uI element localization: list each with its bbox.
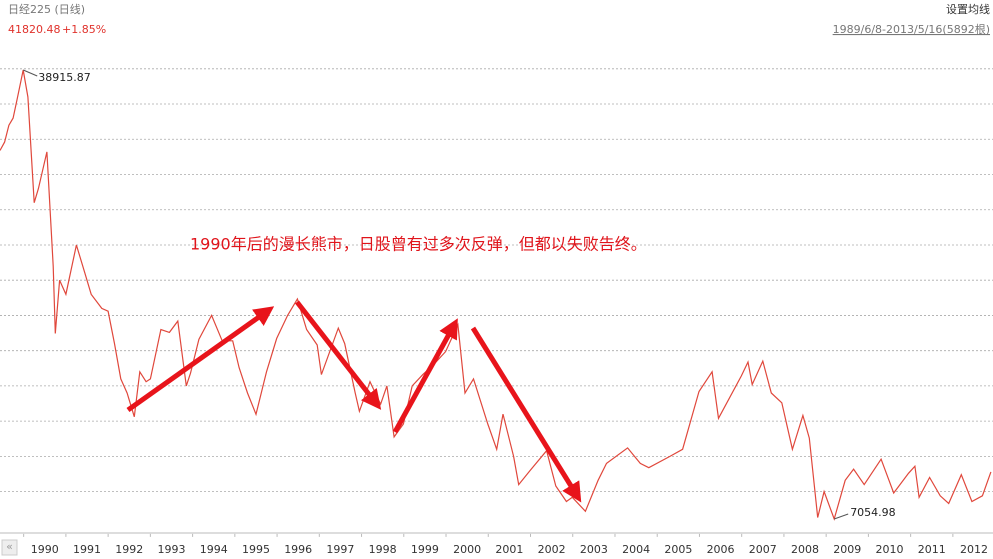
price: 41820.48 (8, 23, 61, 36)
change: +1.85% (62, 23, 106, 36)
arrow (470, 326, 582, 503)
title: 日经225 (日线) (8, 2, 85, 16)
x-tick-label: 2006 (707, 543, 735, 556)
x-tick-label: 2002 (538, 543, 566, 556)
x-tick-label: 1991 (73, 543, 101, 556)
x-tick-label: 2005 (664, 543, 692, 556)
arrow (126, 306, 275, 413)
x-tick-label: 1992 (115, 543, 143, 556)
x-tick-label: 1994 (200, 543, 228, 556)
x-tick-label: 2004 (622, 543, 650, 556)
settings-button[interactable]: 设置均线 (946, 2, 990, 16)
x-tick-label: 2011 (918, 543, 946, 556)
x-tick-label: 1990 (31, 543, 59, 556)
range-label[interactable]: 1989/6/8-2013/5/16(5892根) (833, 22, 990, 36)
x-tick-label: 2001 (495, 543, 523, 556)
x-tick-label: 2009 (833, 543, 861, 556)
x-tick-label: 1993 (157, 543, 185, 556)
x-tick-label: 1998 (369, 543, 397, 556)
max-label: 38915.87 (38, 71, 91, 84)
arrow (392, 318, 458, 434)
x-tick-label: 2003 (580, 543, 608, 556)
annotation: 1990年后的漫长熊市，日股曾有过多次反弹，但都以失败告终。 (190, 235, 647, 254)
pointer (23, 69, 38, 77)
x-tick-label: 2012 (960, 543, 988, 556)
nav-icon[interactable]: « (6, 540, 13, 553)
x-tick-label: 1995 (242, 543, 270, 556)
pointer (834, 513, 849, 520)
nav-button[interactable] (1, 539, 18, 556)
annotation-arrows (126, 300, 582, 503)
x-tick-label: 1999 (411, 543, 439, 556)
arrow (295, 300, 382, 410)
x-tick-label: 2010 (876, 543, 904, 556)
min-label: 7054.98 (850, 506, 896, 519)
x-tick-label: 2007 (749, 543, 777, 556)
x-tick-label: 2008 (791, 543, 819, 556)
x-tick-label: 2000 (453, 543, 481, 556)
price-line (0, 69, 992, 521)
x-tick-label: 1997 (326, 543, 354, 556)
x-tick-label: 1996 (284, 543, 312, 556)
